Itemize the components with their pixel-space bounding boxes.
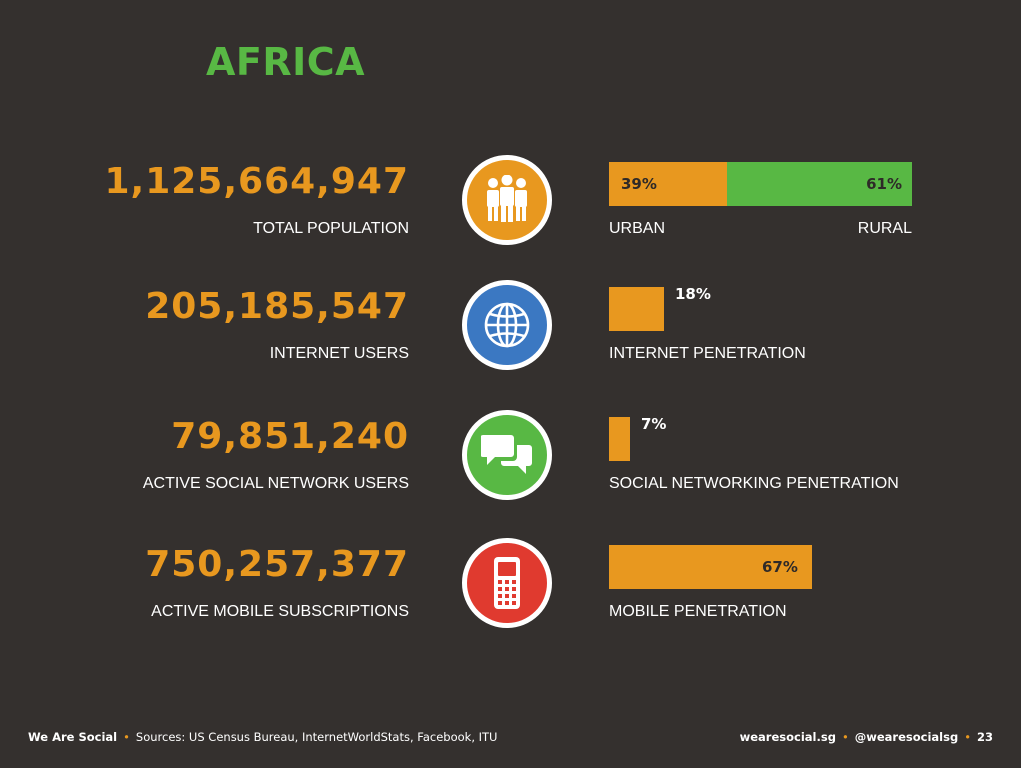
internet-users-value: 205,185,547 xyxy=(145,286,409,327)
urban-label: URBAN xyxy=(609,220,666,237)
total-population-label: TOTAL POPULATION xyxy=(253,220,409,237)
urban-percent: 39% xyxy=(621,175,657,193)
globe-icon xyxy=(462,280,552,370)
urban-bar-segment xyxy=(609,162,727,206)
footer-sources-text: Sources: US Census Bureau, InternetWorld… xyxy=(135,730,498,744)
mobile-penetration-label: MOBILE PENETRATION xyxy=(609,603,787,620)
social-penetration-percent: 7% xyxy=(641,415,667,433)
stat-row-social: 79,851,240 ACTIVE SOCIAL NETWORK USERS 7… xyxy=(0,410,1021,510)
rural-percent: 61% xyxy=(866,175,902,193)
urban-rural-bar: 39% 61% xyxy=(609,162,912,206)
internet-penetration-label: INTERNET PENETRATION xyxy=(609,345,806,362)
speech-bubbles-icon xyxy=(462,410,552,500)
stat-row-internet: 205,185,547 INTERNET USERS 18% INTERNET … xyxy=(0,280,1021,380)
page-title: AFRICA xyxy=(206,40,366,84)
mobile-penetration-percent: 67% xyxy=(762,558,798,576)
people-icon xyxy=(462,155,552,245)
mobile-penetration-fill xyxy=(609,545,812,589)
social-users-value: 79,851,240 xyxy=(171,416,409,457)
stat-row-population: 1,125,664,947 TOTAL POPULATION 39% 61% xyxy=(0,155,1021,255)
footer-separator: • xyxy=(964,730,971,744)
internet-users-label: INTERNET USERS xyxy=(269,345,409,362)
footer-separator: • xyxy=(123,730,130,744)
mobile-subscriptions-label: ACTIVE MOBILE SUBSCRIPTIONS xyxy=(151,603,409,620)
internet-penetration-fill xyxy=(609,287,664,331)
rural-label: RURAL xyxy=(857,220,912,237)
page-number: 23 xyxy=(976,730,993,744)
social-penetration-fill xyxy=(609,417,630,461)
stat-row-mobile: 750,257,377 ACTIVE MOBILE SUBSCRIPTIONS … xyxy=(0,538,1021,638)
social-users-label: ACTIVE SOCIAL NETWORK USERS xyxy=(142,475,409,492)
mobile-subscriptions-value: 750,257,377 xyxy=(145,544,409,585)
footer-separator: • xyxy=(841,730,849,744)
social-penetration-bar: 7% xyxy=(609,415,912,461)
footer-handle-link[interactable]: @wearesocialsg xyxy=(854,730,959,744)
total-population-value: 1,125,664,947 xyxy=(104,161,409,202)
footer-brand: We Are Social xyxy=(28,730,118,744)
mobile-phone-icon xyxy=(462,538,552,628)
social-penetration-label: SOCIAL NETWORKING PENETRATION xyxy=(609,475,899,492)
footer-links: wearesocial.sg • @wearesocialsg • 23 xyxy=(740,730,993,744)
footer-sources: We Are Social • Sources: US Census Bureau,… xyxy=(28,730,497,744)
internet-penetration-bar: 18% xyxy=(609,285,912,331)
footer-site-link[interactable]: wearesocial.sg xyxy=(739,730,836,744)
internet-penetration-percent: 18% xyxy=(675,285,711,303)
rural-bar-segment xyxy=(727,162,912,206)
mobile-penetration-bar: 67% xyxy=(609,545,912,589)
